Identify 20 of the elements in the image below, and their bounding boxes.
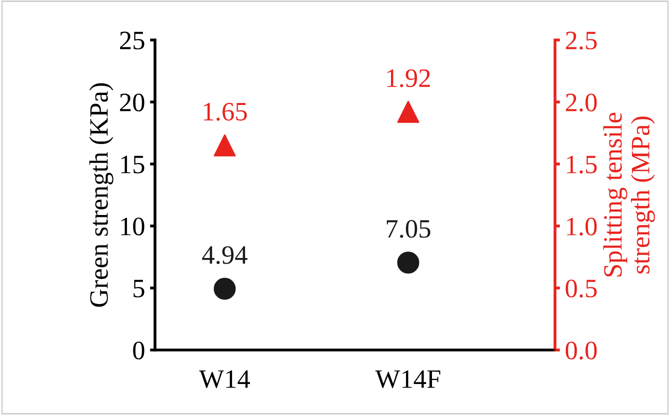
x-tick-label: W14F	[375, 370, 440, 388]
y-tick-label: 5	[134, 280, 144, 298]
y-axis-title: Green strength (KPa)	[89, 83, 114, 307]
y2-tick-label: 0.5	[566, 280, 597, 298]
y2-axis-title: Splitting tensile strength (MPa)	[603, 112, 655, 276]
data-label: 7.05	[386, 220, 430, 238]
y2-tick-label: 2.0	[566, 94, 597, 112]
data-label: 1.92	[387, 69, 430, 88]
y-tick-label: 15	[121, 156, 144, 174]
y2-tick-label: 1.5	[567, 156, 597, 174]
data-label: 4.94	[202, 246, 248, 264]
y2-tick-label: 0.0	[566, 342, 597, 360]
y2-tick-label: 1.0	[567, 218, 597, 236]
y-tick-label: 20	[120, 94, 144, 112]
y-tick-label: 25	[120, 32, 144, 50]
data-label: 1.65	[204, 102, 247, 121]
x-tick-label: W14	[199, 370, 250, 388]
y-tick-label: 10	[121, 218, 144, 236]
y2-tick-label: 2.5	[566, 32, 597, 50]
y-tick-label: 0	[133, 342, 144, 360]
